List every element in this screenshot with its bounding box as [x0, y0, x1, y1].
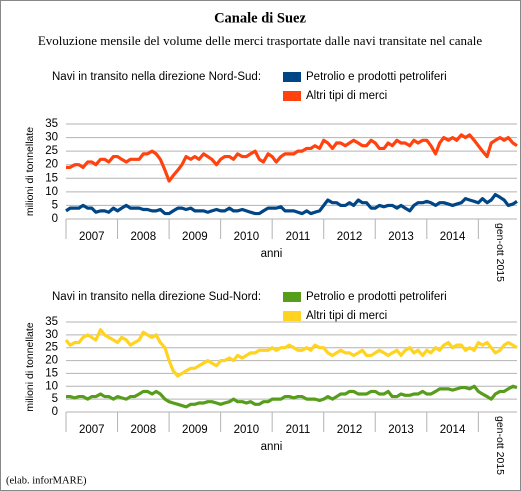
- y-tick-label: 10: [45, 380, 58, 392]
- legend-label: Petrolio e prodotti petroliferi: [306, 71, 447, 83]
- legend-title: Navi in transito nella direzione Nord-Su…: [52, 71, 261, 83]
- legend-swatch: [283, 292, 301, 302]
- legend-title: Navi in transito nella direzione Sud-Nor…: [52, 291, 261, 303]
- x-tick-label: 2011: [286, 231, 311, 243]
- y-tick-label: 30: [45, 329, 58, 341]
- legend-label: Altri tipi di merci: [306, 90, 387, 102]
- y-tick-label: 25: [45, 145, 58, 157]
- y-tick-label: 5: [52, 393, 58, 405]
- y-tick-label: 30: [45, 132, 58, 144]
- legend-swatch: [283, 311, 301, 321]
- y-tick-label: 20: [45, 355, 58, 367]
- x-tick-label: 2012: [337, 424, 363, 436]
- y-tick-label: 35: [45, 316, 58, 328]
- y-tick-label: 35: [45, 118, 58, 130]
- y-tick-label: 15: [45, 172, 58, 184]
- series-line: [64, 328, 518, 378]
- x-tick-label: 2014: [440, 424, 466, 436]
- title: Canale di Suez: [214, 10, 306, 26]
- series-line: [65, 192, 518, 216]
- x-axis-label: anni: [261, 441, 283, 453]
- subtitle: Evoluzione mensile del volume delle merc…: [38, 33, 483, 48]
- y-tick-label: 20: [45, 159, 58, 171]
- x-tick-label: 2010: [234, 231, 260, 243]
- x-tick-label: 2011: [286, 424, 311, 436]
- x-tick-label: 2009: [182, 231, 208, 243]
- y-tick-label: 10: [45, 186, 58, 198]
- x-tick-label: 2009: [182, 424, 208, 436]
- legend-swatch: [283, 91, 301, 101]
- series-line: [66, 384, 518, 409]
- x-axis-label: anni: [261, 248, 283, 260]
- x-tick-label: 2007: [79, 424, 105, 436]
- x-tick-label: gen-ott 2015: [494, 416, 506, 475]
- series-line: [66, 133, 518, 183]
- source: (elab. inforMARE): [6, 475, 87, 486]
- y-tick-label: 0: [52, 406, 58, 418]
- y-axis-label: milioni di tonnellate: [24, 127, 36, 216]
- y-tick-label: 5: [52, 199, 58, 211]
- legend-swatch: [283, 72, 301, 82]
- x-tick-label: 2013: [388, 424, 414, 436]
- y-tick-label: 25: [45, 342, 58, 354]
- y-tick-label: 0: [52, 213, 58, 225]
- x-tick-label: 2008: [131, 231, 157, 243]
- x-tick-label: 2008: [131, 424, 157, 436]
- y-tick-label: 15: [45, 367, 58, 379]
- legend-label: Petrolio e prodotti petroliferi: [306, 291, 447, 303]
- x-tick-label: gen-ott 2015: [494, 223, 506, 282]
- legend-label: Altri tipi di merci: [306, 310, 387, 322]
- x-tick-label: 2012: [337, 231, 363, 243]
- y-axis-label: milioni di tonnellate: [24, 322, 36, 411]
- x-tick-label: 2007: [79, 231, 105, 243]
- x-tick-label: 2010: [234, 424, 260, 436]
- x-tick-label: 2014: [440, 231, 466, 243]
- x-tick-label: 2013: [388, 231, 414, 243]
